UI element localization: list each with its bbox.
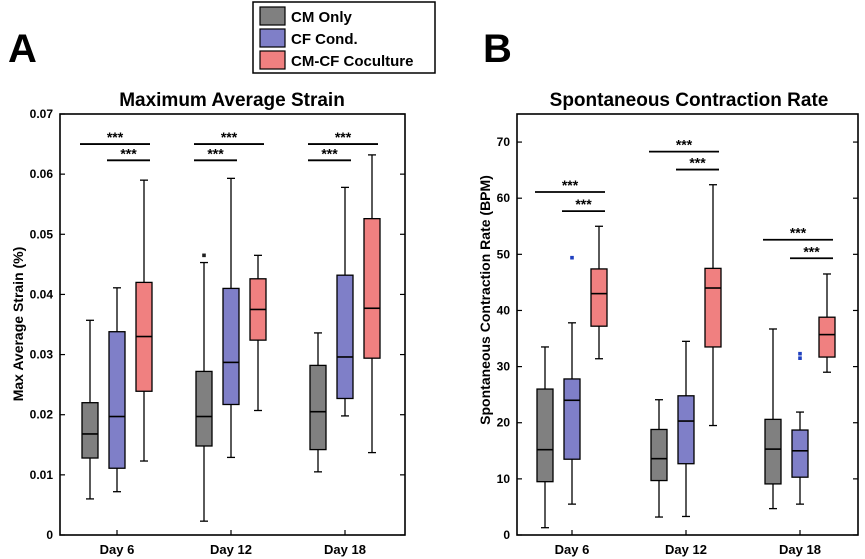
significance-label: *** <box>207 145 224 161</box>
chart-title-a: Maximum Average Strain <box>119 90 345 111</box>
significance-label: *** <box>120 145 137 161</box>
box-cm-only-day6 <box>81 319 99 500</box>
significance-label: *** <box>689 155 706 171</box>
plot-area-a: 0 0.01 0.02 0.03 0.04 0.05 0.06 0.07 Day 6 Day 12… <box>30 107 406 557</box>
box-iqr <box>222 287 240 406</box>
y-tick-label: 0.03 <box>30 348 54 362</box>
legend-label-cf-cond: CF Cond. <box>291 31 358 48</box>
panel-a: A Maximum Average Strain Max Average Str… <box>8 27 406 557</box>
significance-label: *** <box>575 196 592 212</box>
panel-label-b: B <box>483 27 512 71</box>
outlier-point <box>798 351 802 356</box>
y-axis-label-b: Spontaneous Contraction Rate (BPM) <box>477 175 493 425</box>
box-cf-cond-day18 <box>791 351 809 505</box>
box-cm-only-day18 <box>764 328 782 510</box>
axes-frame <box>516 113 859 536</box>
box-coculture-day18 <box>363 154 381 454</box>
box-iqr <box>108 331 126 469</box>
y-tick-label: 0.01 <box>30 468 54 482</box>
box-cf-cond-day18 <box>336 186 354 417</box>
box-iqr <box>818 316 836 358</box>
box-iqr <box>309 364 327 451</box>
y-tick-label: 50 <box>497 247 511 261</box>
legend-swatch-cm-only <box>259 6 286 26</box>
box-coculture-day18 <box>818 273 836 373</box>
significance-label: *** <box>562 177 579 193</box>
box-cm-only-day6 <box>536 346 554 529</box>
box-coculture-day6 <box>590 225 608 360</box>
x-tick-label: Day 18 <box>324 542 366 557</box>
y-tick-label: 0.05 <box>30 227 54 241</box>
y-tick-label: 0.02 <box>30 408 54 422</box>
box-cf-cond-day6 <box>563 255 581 505</box>
box-iqr <box>336 274 354 400</box>
significance-label: *** <box>803 243 820 259</box>
box-coculture-day6 <box>135 179 153 462</box>
y-tick-label: 60 <box>497 191 511 205</box>
significance-label: *** <box>107 129 124 145</box>
box-iqr <box>677 395 695 465</box>
outlier-point <box>798 356 802 360</box>
box-cm-only-day18 <box>309 332 327 473</box>
x-tick-label: Day 6 <box>100 542 135 557</box>
significance-label: *** <box>321 145 338 161</box>
box-coculture-day12 <box>704 184 722 427</box>
legend-label-cm-only: CM Only <box>291 9 352 26</box>
x-tick-label: Day 18 <box>779 542 821 557</box>
box-cf-cond-day12 <box>222 177 240 459</box>
y-tick-label: 30 <box>497 360 511 374</box>
box-iqr <box>650 428 668 482</box>
y-tick-label: 20 <box>497 416 511 430</box>
panel-label-a: A <box>8 27 37 71</box>
box-iqr <box>536 388 554 483</box>
box-iqr <box>195 370 213 447</box>
chart-title-b: Spontaneous Contraction Rate <box>550 90 829 111</box>
axes-frame <box>59 113 406 536</box>
x-tick-label: Day 6 <box>555 542 590 557</box>
box-cf-cond-day12 <box>677 340 695 518</box>
significance-label: *** <box>335 129 352 145</box>
legend-swatch-cf-cond <box>259 28 286 48</box>
y-tick-label: 0 <box>503 528 510 542</box>
box-coculture-day12 <box>249 254 267 412</box>
y-axis-label-a: Max Average Strain (%) <box>10 247 26 402</box>
y-tick-label: 0 <box>46 528 53 542</box>
y-tick-label: 0.06 <box>30 167 54 181</box>
box-cm-only-day12 <box>650 399 668 518</box>
x-tick-label: Day 12 <box>665 542 707 557</box>
box-cf-cond-day6 <box>108 287 126 493</box>
y-tick-label: 40 <box>497 303 511 317</box>
box-iqr <box>764 418 782 485</box>
significance-label: *** <box>790 225 807 241</box>
significance-label: *** <box>676 137 693 153</box>
box-iqr <box>363 217 381 359</box>
box-iqr <box>590 268 608 327</box>
y-tick-label: 0.07 <box>30 107 54 121</box>
x-tick-label: Day 12 <box>210 542 252 557</box>
box-iqr <box>791 429 809 478</box>
y-tick-label: 10 <box>497 472 511 486</box>
legend-label-coculture: CM-CF Coculture <box>291 53 414 70</box>
y-tick-label: 70 <box>497 135 511 149</box>
outlier-point <box>570 255 574 260</box>
panel-b: B Spontaneous Contraction Rate Spontaneo… <box>477 27 859 557</box>
outlier-point <box>202 253 206 258</box>
legend: CM Only CF Cond. CM-CF Coculture <box>252 1 436 74</box>
box-iqr <box>563 378 581 460</box>
y-tick-label: 0.04 <box>30 287 54 301</box>
box-iqr <box>81 402 99 459</box>
legend-swatch-coculture <box>259 50 286 70</box>
box-iqr <box>704 267 722 348</box>
significance-label: *** <box>221 129 238 145</box>
box-cm-only-day12 <box>195 253 213 522</box>
plot-area-b: 0 10 20 30 40 50 60 70 Day 6 Day 12 Day 18 *** *** **… <box>497 113 859 557</box>
